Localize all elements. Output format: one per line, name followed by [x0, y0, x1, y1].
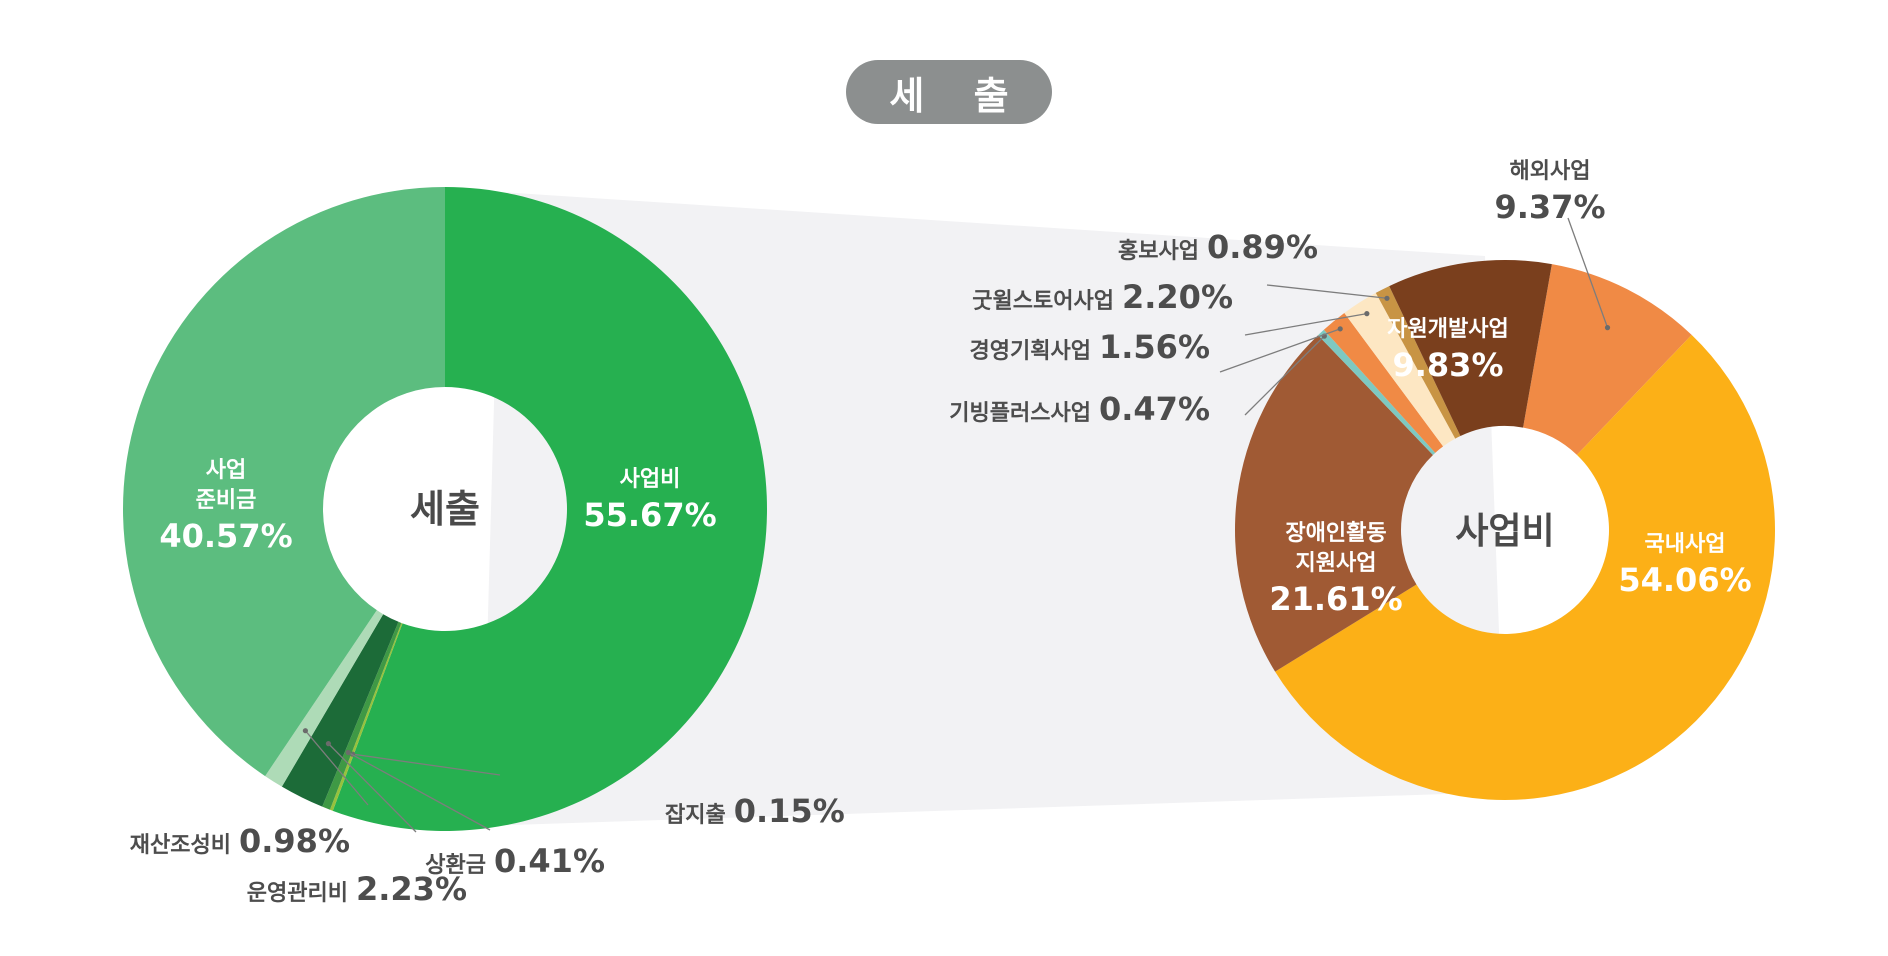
value-국내사업: 54.06% — [1618, 561, 1751, 599]
label-장애인활동-지원사업: 장애인활동 지원사업 21.61% — [1269, 521, 1402, 618]
value-운영관리비: 2.23% — [356, 870, 467, 908]
center-label-1: 세출 — [410, 487, 480, 531]
leader-dot-굿윌스토어사업 — [1364, 311, 1370, 317]
slice-장애인활동-지원사업 — [1235, 335, 1433, 672]
slice-상환금 — [322, 621, 402, 810]
value-굿윌스토어사업: 2.20% — [1122, 278, 1233, 316]
leader-운영관리비 — [327, 743, 417, 833]
slice-경영기획사업 — [1323, 313, 1444, 453]
slice-자원개발사업 — [1389, 259, 1552, 437]
leader-상환금 — [347, 751, 491, 831]
slice-사업-준비금 — [123, 187, 445, 777]
value-홍보사업: 0.89% — [1207, 228, 1318, 266]
label-경영기획사업: 경영기획사업 1.56% — [970, 328, 1210, 366]
leader-dot-해외사업 — [1604, 325, 1611, 331]
label-기빙플러스사업: 기빙플러스사업 0.47% — [949, 390, 1210, 428]
value-해외사업: 9.37% — [1494, 188, 1605, 226]
slice-홍보사업 — [1375, 286, 1461, 439]
leader-경영기획사업 — [1219, 328, 1341, 373]
label-사업-준비금: 사업 준비금 40.57% — [159, 458, 292, 555]
label-사업비: 사업비 55.67% — [583, 467, 716, 534]
center-label-2: 사업비 — [1455, 511, 1554, 552]
label-자원개발사업: 자원개발사업 9.83% — [1387, 317, 1508, 384]
leader-홍보사업 — [1266, 284, 1388, 299]
value-장애인활동-지원사업: 21.61% — [1269, 580, 1402, 618]
leader-dot-경영기획사업 — [1337, 326, 1343, 332]
label-국내사업: 국내사업 54.06% — [1618, 532, 1751, 599]
label-홍보사업: 홍보사업 0.89% — [1118, 228, 1318, 266]
leader-dot-운영관리비 — [325, 741, 332, 747]
value-재산조성비: 0.98% — [239, 822, 350, 860]
donut-2: 해외사업 9.37% 국내사업 54.06% 장애인활동 지원사업 21.61% 기빙플러스사… — [949, 159, 1776, 801]
label-굿윌스토어사업: 굿윌스토어사업 2.20% — [972, 278, 1233, 316]
leader-dot-홍보사업 — [1384, 295, 1390, 301]
leader-dot-상환금 — [345, 749, 351, 756]
value-경영기획사업: 1.56% — [1099, 328, 1210, 366]
slice-운영관리비 — [281, 614, 399, 807]
label-잡지출: 잡지출 0.15% — [665, 792, 845, 830]
slice-해외사업 — [1523, 264, 1692, 455]
value-사업비: 55.67% — [583, 496, 716, 534]
value-사업-준비금: 40.57% — [159, 517, 292, 555]
label-해외사업: 해외사업 9.37% — [1494, 159, 1605, 226]
slice-사업비 — [332, 187, 767, 831]
leader-굿윌스토어사업 — [1244, 312, 1367, 336]
label-상환금: 상환금 0.41% — [425, 842, 605, 880]
donut-1: 사업비 55.67% 잡지출 0.15% 상환금 0.41%운영관리비 2.23% 재산조성비… — [123, 187, 845, 908]
label-운영관리비: 운영관리비 2.23% — [247, 870, 467, 908]
page-title: 세 출 — [846, 60, 1052, 124]
leader-해외사업 — [1567, 217, 1609, 328]
value-잡지출: 0.15% — [734, 792, 845, 830]
value-자원개발사업: 9.83% — [1392, 346, 1503, 384]
leader-재산조성비 — [304, 730, 369, 806]
slice-국내사업 — [1275, 334, 1776, 801]
label-재산조성비: 재산조성비 0.98% — [130, 822, 350, 860]
value-상환금: 0.41% — [494, 842, 605, 880]
leader-잡지출 — [352, 753, 501, 776]
slice-굿윌스토어사업 — [1344, 292, 1456, 447]
zoom-connector — [482, 192, 1505, 826]
leader-기빙플러스사업 — [1244, 335, 1325, 416]
slice-기빙플러스사업 — [1318, 329, 1436, 455]
leader-dot-재산조성비 — [302, 728, 308, 734]
slice-재산조성비 — [265, 610, 384, 787]
value-기빙플러스사업: 0.47% — [1099, 390, 1210, 428]
